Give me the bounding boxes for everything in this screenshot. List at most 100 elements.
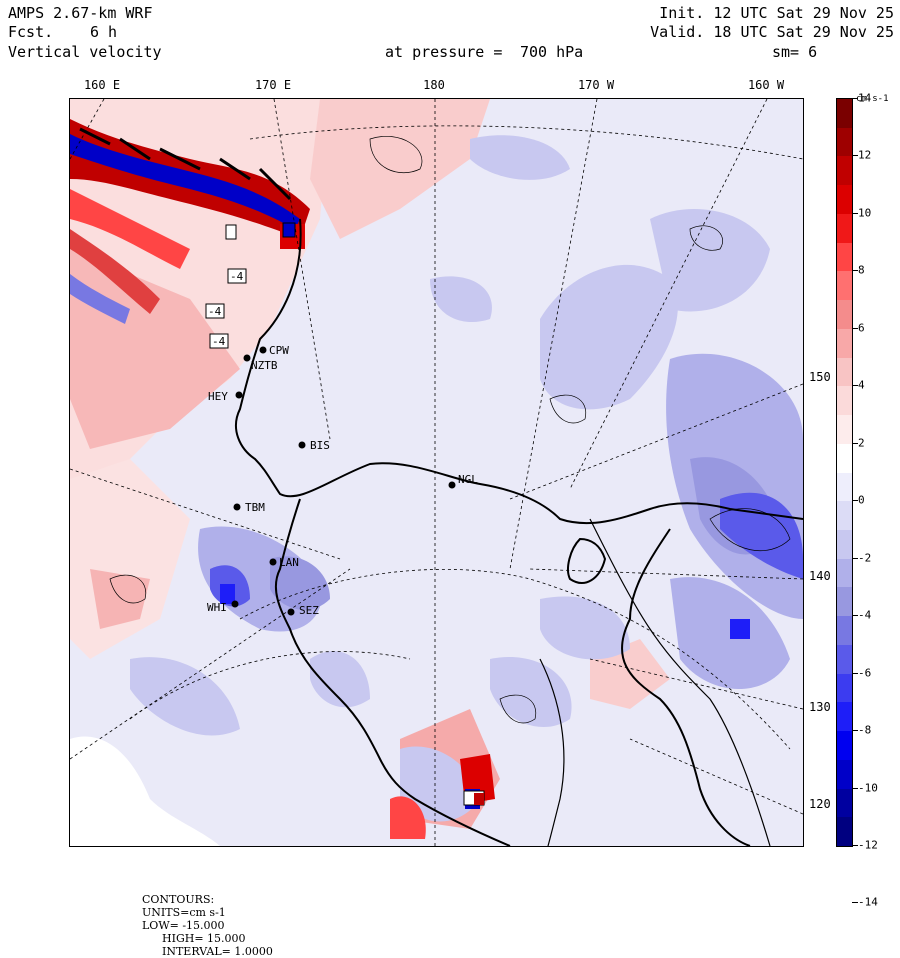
colorbar-label: -6 xyxy=(858,666,872,680)
colorbar-segment xyxy=(837,300,852,330)
svg-text:-4: -4 xyxy=(212,335,226,348)
colorbar-segment xyxy=(837,156,852,186)
forecast-hour: 6 h xyxy=(90,23,118,41)
colorbar-segment xyxy=(837,357,852,387)
station-hey: HEY xyxy=(208,390,243,403)
colorbar-label: 10 xyxy=(858,206,872,220)
svg-text:NZTB: NZTB xyxy=(251,359,278,372)
smoothing: sm= 6 xyxy=(772,43,818,61)
colorbar-segment xyxy=(837,702,852,732)
colorbar-segment xyxy=(837,673,852,703)
colorbar-segment xyxy=(837,328,852,359)
model-title: AMPS 2.67-km WRF xyxy=(8,4,153,22)
colorbar-label: -10 xyxy=(858,781,878,795)
pressure-value: 700 hPa xyxy=(520,43,584,61)
station-cpw: CPW xyxy=(259,344,289,357)
svg-text:WHI: WHI xyxy=(207,601,227,614)
svg-text:CPW: CPW xyxy=(269,344,289,357)
colorbar-label: -4 xyxy=(858,608,872,622)
vertical-velocity-map[interactable]: CPW NZTB HEY BIS NGL TBM LAN WHI SEZ -4 … xyxy=(69,98,804,847)
colorbar-tick xyxy=(852,212,858,214)
convective-band xyxy=(70,119,310,324)
colorbar-segment xyxy=(837,415,852,445)
station-ngl: NGL xyxy=(448,473,478,489)
colorbar xyxy=(836,98,853,847)
svg-text:BIS: BIS xyxy=(310,439,330,452)
colorbar-segment xyxy=(837,127,852,157)
negative-region xyxy=(650,209,770,312)
colorbar-tick xyxy=(852,98,858,99)
colorbar-segment xyxy=(837,501,852,531)
colorbar-label: 12 xyxy=(858,148,872,162)
colorbar-label: -2 xyxy=(858,551,872,565)
negative-region xyxy=(720,492,803,579)
svg-text:SEZ: SEZ xyxy=(299,604,319,617)
forecast-label: Fcst. xyxy=(8,23,54,41)
colorbar-segment xyxy=(837,529,852,560)
colorbar-label: -14 xyxy=(858,895,878,909)
negative-region xyxy=(430,276,492,323)
colorbar-segment xyxy=(837,788,852,818)
colorbar-segment xyxy=(837,242,852,272)
init-time: Init. 12 UTC Sat 29 Nov 25 xyxy=(659,4,894,22)
colorbar-tick xyxy=(852,270,858,272)
colorbar-tick xyxy=(852,442,858,444)
colorbar-segment xyxy=(837,213,852,244)
colorbar-segment xyxy=(837,99,852,129)
colorbar-tick xyxy=(852,672,858,674)
colorbar-segment xyxy=(837,817,852,847)
footer-units: UNITS=cm s-1 xyxy=(142,906,226,919)
colorbar-segment xyxy=(837,587,852,617)
colorbar-label: 0 xyxy=(858,493,865,507)
station-bis: BIS xyxy=(298,439,330,452)
station-lan: LAN xyxy=(269,556,299,569)
colorbar-tick xyxy=(852,155,858,157)
colorbar-label: 6 xyxy=(858,321,865,335)
negative-region xyxy=(470,135,570,180)
svg-text:-4: -4 xyxy=(230,270,244,283)
colorbar-label: 8 xyxy=(858,263,865,277)
colorbar-label: -8 xyxy=(858,723,872,737)
station-sez: SEZ xyxy=(287,604,319,617)
colorbar-segment xyxy=(837,731,852,761)
positive-region xyxy=(90,569,150,629)
svg-text:TBM: TBM xyxy=(245,501,265,514)
colorbar-label: 14 xyxy=(858,91,872,105)
valid-time: Valid. 18 UTC Sat 29 Nov 25 xyxy=(650,23,894,41)
extrema-markers: -4 -4 -4 xyxy=(205,222,485,806)
colorbar-segment xyxy=(837,616,852,646)
colorbar-segment xyxy=(837,644,852,675)
station-tbm: TBM xyxy=(233,501,265,514)
colorbar-units: cm s-1 xyxy=(856,94,889,104)
positive-region xyxy=(310,99,490,239)
colorbar-label: 2 xyxy=(858,436,865,450)
colorbar-segment xyxy=(837,558,852,588)
colorbar-segment xyxy=(837,759,852,790)
lon-label-160e: 160 E xyxy=(83,78,121,92)
contour-info: CONTOURS: UNITS=cm s-1 LOW= -15.000 HIGH… xyxy=(135,880,279,958)
station-whi: WHI xyxy=(207,600,239,614)
colorbar-tick xyxy=(852,845,858,846)
footer-high: HIGH= 15.000 xyxy=(162,932,246,945)
colorbar-label: -12 xyxy=(858,838,878,852)
colorbar-tick xyxy=(852,615,858,617)
station-markers: CPW NZTB HEY BIS NGL TBM LAN WHI SEZ xyxy=(207,344,478,617)
terra-nova-cluster xyxy=(198,526,330,632)
field-name: Vertical velocity xyxy=(8,43,162,61)
colorbar-tick xyxy=(852,385,858,387)
station-nztb: NZTB xyxy=(243,354,278,372)
lon-label-180: 180 xyxy=(423,78,445,92)
negative-region xyxy=(310,651,370,708)
negative-region xyxy=(540,596,630,660)
svg-text:HEY: HEY xyxy=(208,390,228,403)
colorbar-segment xyxy=(837,386,852,416)
svg-text:LAN: LAN xyxy=(279,556,299,569)
colorbar-segment xyxy=(837,443,852,473)
lon-label-170e: 170 E xyxy=(254,78,292,92)
no-data-region xyxy=(70,736,220,846)
colorbar-segment xyxy=(837,472,852,502)
svg-text:-4: -4 xyxy=(208,305,222,318)
colorbar-tick xyxy=(852,730,858,732)
colorbar-label: 4 xyxy=(858,378,865,392)
grounding-line xyxy=(539,518,771,846)
